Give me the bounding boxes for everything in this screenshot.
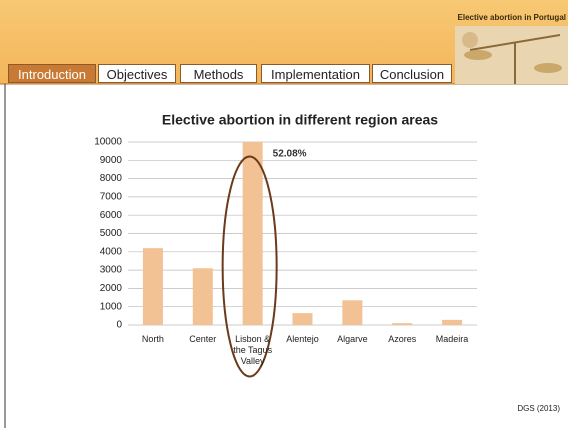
- x-tick-label: Lisbon & the Tagus Valley: [229, 334, 277, 367]
- bar: [193, 268, 213, 325]
- bar: [143, 248, 163, 325]
- x-tick-label: Azores: [378, 334, 426, 345]
- y-tick-label: 4000: [100, 246, 123, 257]
- bar: [392, 323, 412, 325]
- x-tick-label: North: [129, 334, 177, 345]
- bar: [342, 300, 362, 325]
- x-tick-label: Center: [179, 334, 227, 345]
- bar: [442, 320, 462, 325]
- tab[interactable]: Objectives: [98, 64, 176, 83]
- y-tick-label: 3000: [100, 265, 123, 276]
- bar: [293, 313, 313, 325]
- y-tick-label: 1000: [100, 301, 123, 312]
- annotation: 52.08%: [273, 149, 307, 160]
- slide: Elective abortion in Portugal Elective a…: [0, 0, 568, 428]
- bar: [243, 142, 263, 325]
- header-title: Elective abortion in Portugal: [458, 13, 566, 22]
- scales-image: [455, 26, 568, 84]
- chart-title: Elective abortion in different region ar…: [162, 112, 438, 128]
- tab[interactable]: Conclusion: [372, 64, 452, 83]
- y-tick-label: 6000: [100, 210, 123, 221]
- y-tick-label: 8000: [100, 173, 123, 184]
- x-tick-label: Algarve: [328, 334, 376, 345]
- source: DGS (2013): [517, 404, 560, 413]
- tab[interactable]: Implementation: [261, 64, 370, 83]
- x-tick-label: Madeira: [428, 334, 476, 345]
- y-tick-label: 10000: [94, 137, 122, 148]
- tab[interactable]: Introduction: [8, 64, 96, 83]
- y-tick-label: 7000: [100, 192, 123, 203]
- y-tick-label: 2000: [100, 283, 123, 294]
- y-tick-label: 0: [116, 320, 122, 331]
- y-tick-label: 9000: [100, 155, 123, 166]
- y-tick-label: 5000: [100, 228, 123, 239]
- x-tick-label: Alentejo: [279, 334, 327, 345]
- tab[interactable]: Methods: [180, 64, 257, 83]
